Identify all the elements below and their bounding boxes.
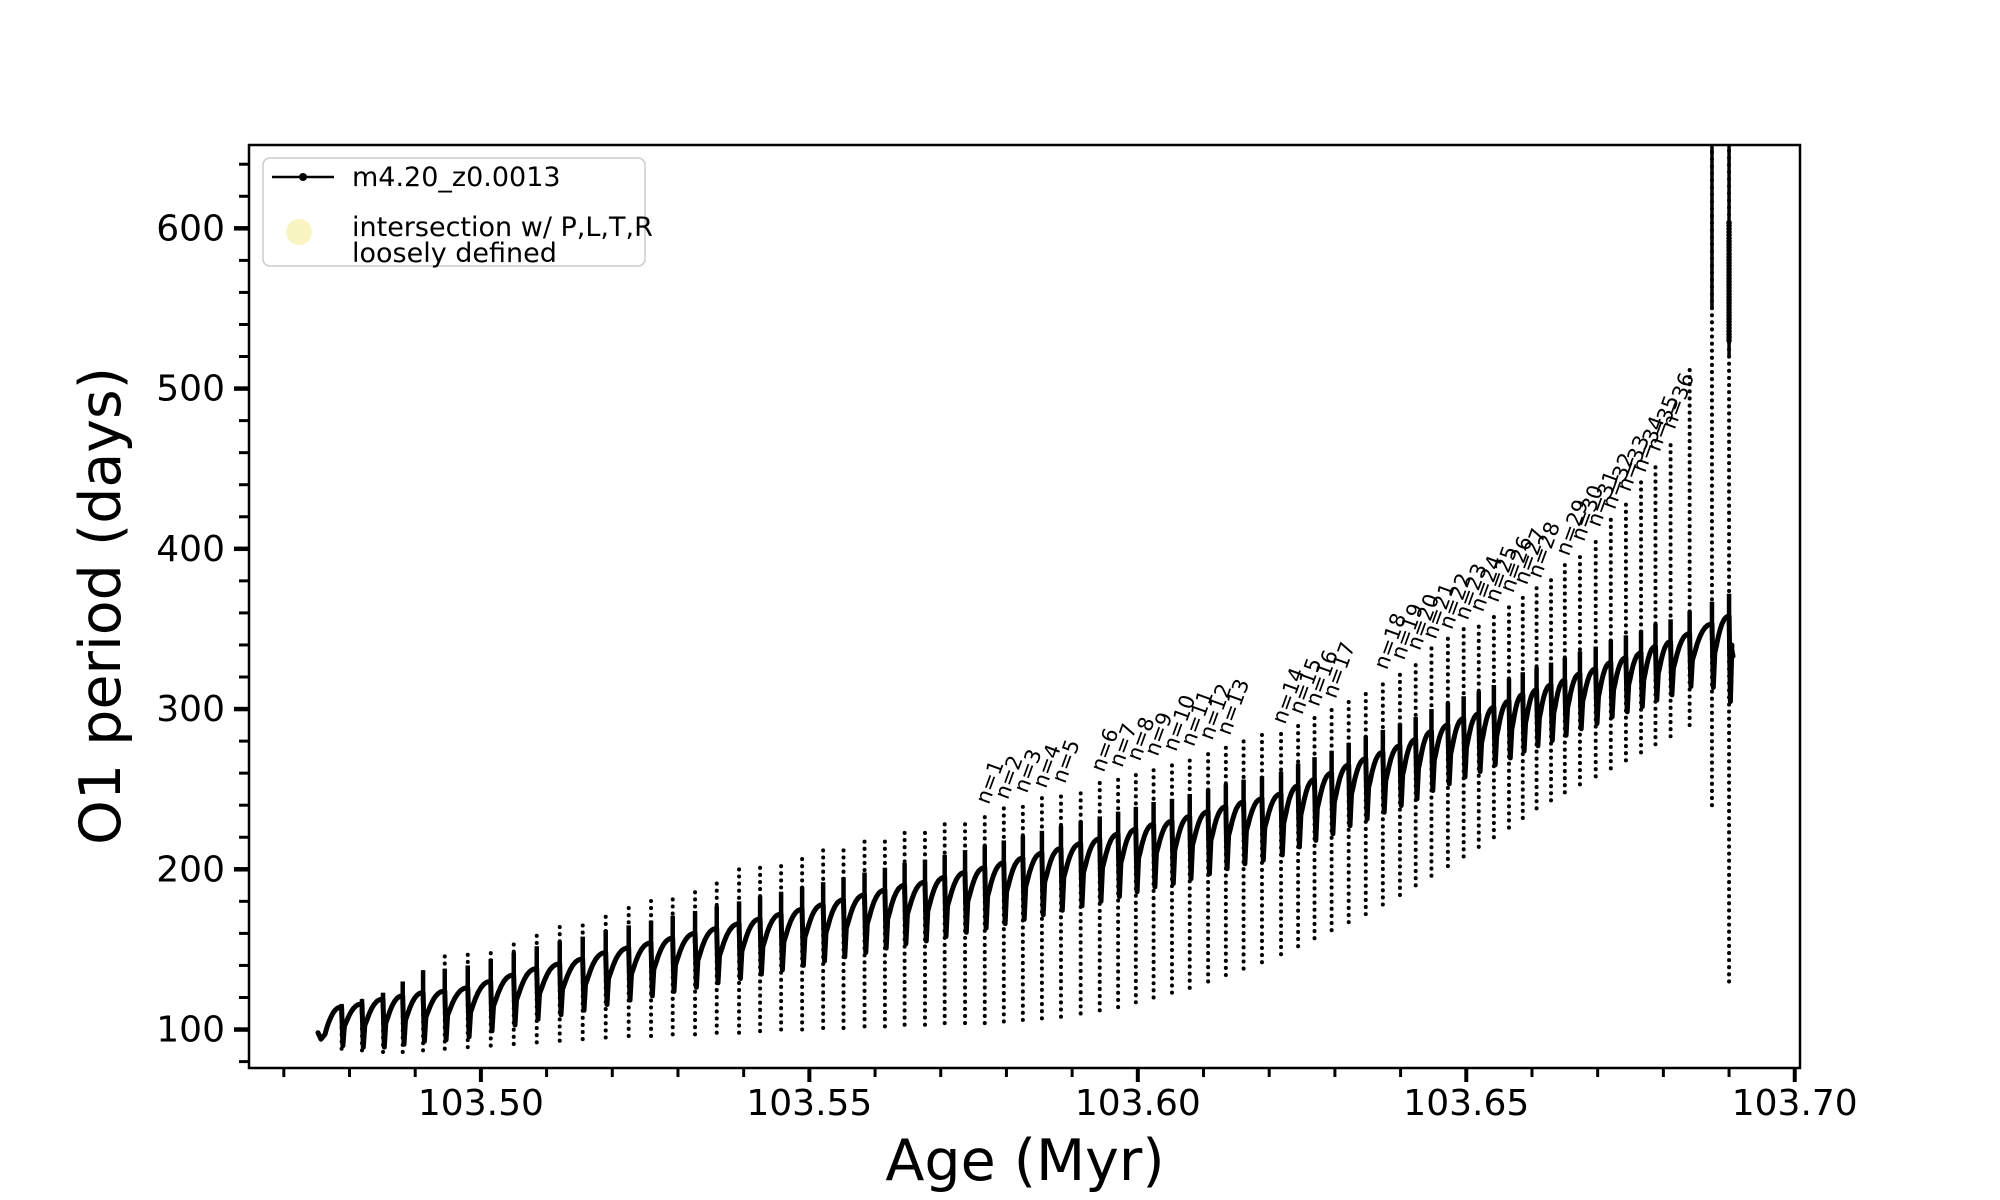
- legend-series2-label-line1: intersection w/ P,L,T,R: [352, 212, 653, 243]
- plot-frame: [247, 143, 1802, 1070]
- data-series: [315, 145, 1736, 1054]
- y-tick-label: 200: [156, 849, 225, 890]
- x-tick-label: 103.65: [1403, 1083, 1529, 1124]
- y-tick-label: 400: [156, 529, 225, 570]
- x-axis-label: Age (Myr): [885, 1128, 1164, 1194]
- y-tick-label: 600: [156, 208, 225, 249]
- legend-series1-label: m4.20_z0.0013: [352, 162, 561, 193]
- legend-line-dot-marker: [299, 173, 307, 181]
- y-tick-label: 500: [156, 369, 225, 410]
- y-axis-label: O1 period (days): [68, 367, 134, 845]
- legend-box: [262, 157, 646, 267]
- y-tick-label: 300: [156, 689, 225, 730]
- x-tick-label: 103.70: [1732, 1083, 1858, 1124]
- x-tick-label: 103.60: [1075, 1083, 1201, 1124]
- legend: m4.20_z0.0013 intersection w/ P,L,T,R lo…: [262, 157, 653, 269]
- y-tick-label: 100: [156, 1010, 225, 1051]
- x-tick-label: 103.50: [418, 1083, 544, 1124]
- pulse-number-annotation: n=5: [1047, 736, 1085, 786]
- pulse-annotations: n=1n=2n=3n=4n=5 n=6n=7n=8n=9n=10n=11n=12n…: [971, 370, 1699, 807]
- main-series-curve: [315, 613, 1736, 1050]
- legend-series2-label-line2: loosely defined: [352, 238, 557, 269]
- axis-ticks: 103.50 103.55 103.60 103.65 103.70 100 200 300 4…: [156, 162, 1858, 1124]
- legend-intersection-marker: [286, 219, 312, 245]
- x-tick-label: 103.55: [746, 1083, 872, 1124]
